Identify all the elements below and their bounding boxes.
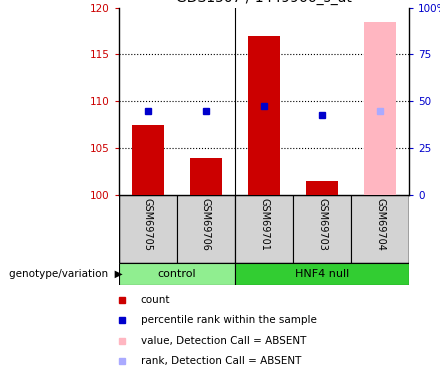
Bar bbox=[190, 158, 222, 195]
Bar bbox=[235, 262, 409, 285]
Bar bbox=[235, 195, 293, 262]
Bar bbox=[364, 21, 396, 195]
Text: GSM69706: GSM69706 bbox=[201, 198, 211, 251]
Text: GSM69704: GSM69704 bbox=[375, 198, 385, 251]
Text: percentile rank within the sample: percentile rank within the sample bbox=[140, 315, 316, 326]
Bar bbox=[248, 36, 280, 195]
Text: control: control bbox=[158, 269, 196, 279]
Bar bbox=[351, 195, 409, 262]
Bar bbox=[119, 262, 235, 285]
Text: genotype/variation  ▶: genotype/variation ▶ bbox=[9, 269, 122, 279]
Bar bbox=[119, 195, 177, 262]
Bar bbox=[177, 195, 235, 262]
Text: rank, Detection Call = ABSENT: rank, Detection Call = ABSENT bbox=[140, 356, 301, 366]
Title: GDS1507 / 1449966_s_at: GDS1507 / 1449966_s_at bbox=[176, 0, 352, 5]
Text: GSM69701: GSM69701 bbox=[259, 198, 269, 251]
Text: HNF4 null: HNF4 null bbox=[295, 269, 349, 279]
Text: GSM69705: GSM69705 bbox=[143, 198, 153, 251]
Bar bbox=[293, 195, 351, 262]
Text: value, Detection Call = ABSENT: value, Detection Call = ABSENT bbox=[140, 336, 306, 346]
Text: count: count bbox=[140, 295, 170, 305]
Bar bbox=[306, 181, 338, 195]
Bar bbox=[132, 124, 164, 195]
Text: GSM69703: GSM69703 bbox=[317, 198, 327, 251]
